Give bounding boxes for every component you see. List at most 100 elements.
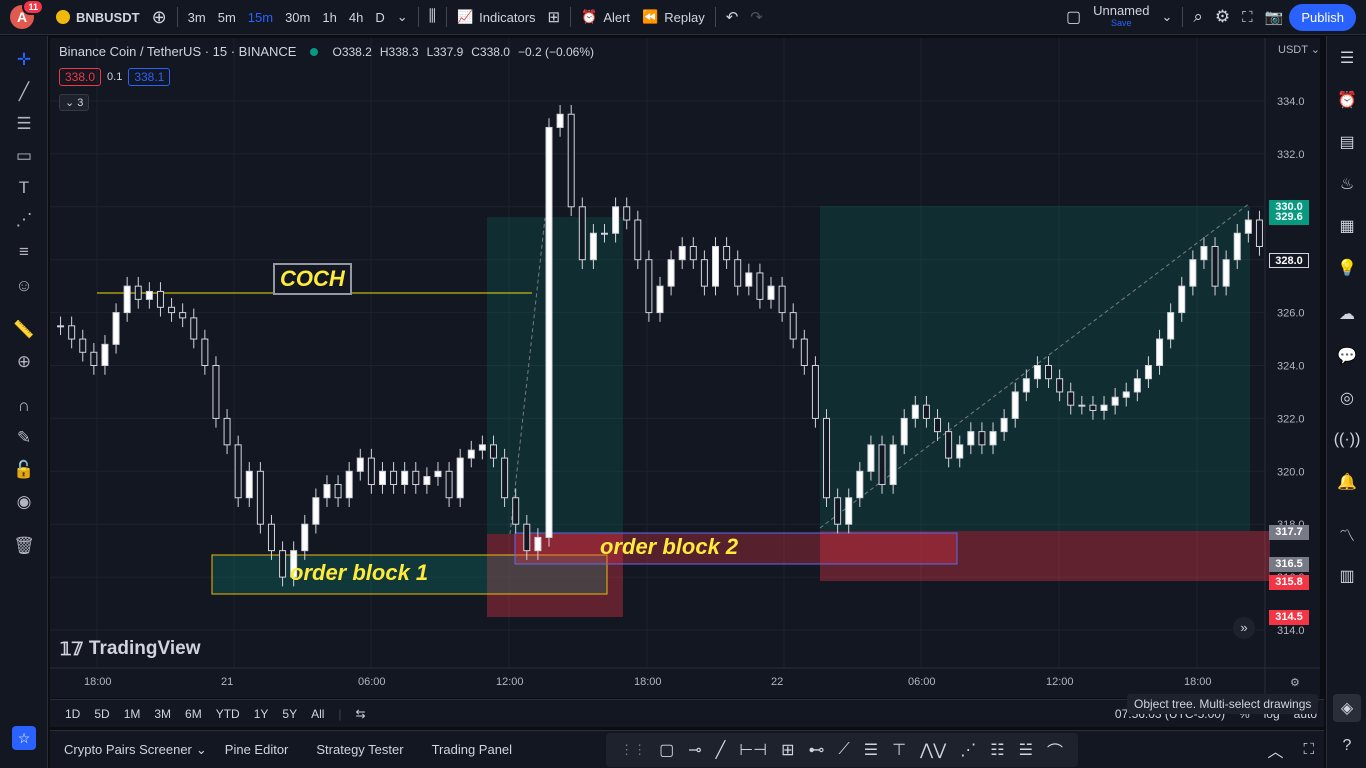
range-ytd[interactable]: YTD xyxy=(215,706,240,721)
undo-icon[interactable]: ↶ xyxy=(725,9,739,26)
tab-crypto-pairs-screener[interactable]: Crypto Pairs Screener xyxy=(64,742,192,757)
favorites-star-icon[interactable]: ☆ xyxy=(12,726,36,750)
fullscreen-icon[interactable]: ⛶ xyxy=(1242,8,1253,26)
range-3m[interactable]: 3M xyxy=(154,706,172,721)
brush-icon[interactable]: ⌒ xyxy=(1046,743,1063,761)
timeframe-4h[interactable]: 4h xyxy=(348,9,364,25)
redo-icon[interactable]: ↷ xyxy=(750,9,763,26)
short-position-icon[interactable]: ☱ xyxy=(1018,741,1033,759)
watchlist-icon[interactable]: ☰ xyxy=(1339,50,1355,67)
chevron-down-icon[interactable]: ⌄ xyxy=(195,741,207,757)
order-block-1-label[interactable]: order block 1 xyxy=(290,560,429,585)
pencil-lock-icon[interactable]: ✎ xyxy=(16,428,32,447)
candles-chart-type-icon[interactable]: ⫼ xyxy=(428,8,436,25)
pattern-icon[interactable]: ⋀⋁ xyxy=(920,741,947,759)
fib-retracement-icon[interactable]: ☰ xyxy=(16,114,32,133)
long-position-icon[interactable]: ☷ xyxy=(990,741,1005,759)
alerts-clock-icon[interactable]: ⏰ xyxy=(1337,92,1357,109)
tab-trading-panel[interactable]: Trading Panel xyxy=(431,742,513,757)
date-range-icon[interactable]: ⊢⊣ xyxy=(739,741,768,759)
alert-button[interactable]: ⏰ Alert xyxy=(581,9,631,25)
ohlc-change: −0.2 (−0.06%) xyxy=(517,44,595,59)
range-1m[interactable]: 1M xyxy=(123,706,141,721)
price-chart[interactable]: 334.0332.0330.0328.0326.0324.0322.0320.0… xyxy=(50,38,1320,698)
timeframe-d[interactable]: D xyxy=(375,9,385,25)
tab-strategy-tester[interactable]: Strategy Tester xyxy=(316,742,404,757)
gear-icon[interactable]: ⚙ xyxy=(1214,7,1231,26)
coch-label[interactable]: COCH xyxy=(273,263,352,295)
trend-line-icon[interactable]: ╱ xyxy=(18,82,30,101)
horizontal-line-icon[interactable]: ⊷ xyxy=(808,741,825,759)
indicators-collapse-button[interactable]: ⌄ 3 xyxy=(59,94,90,111)
timeframe-30m[interactable]: 30m xyxy=(285,9,311,25)
patterns-icon[interactable]: ⋰ xyxy=(15,210,33,229)
search-icon[interactable]: ⌕ xyxy=(1193,7,1203,26)
camera-icon[interactable]: 📷 xyxy=(1264,9,1284,26)
indicators-button[interactable]: 📈 Indicators xyxy=(456,9,536,25)
timeframe-3m[interactable]: 3m xyxy=(187,9,206,25)
emoji-icon[interactable]: ☺ xyxy=(15,276,33,295)
bell-icon[interactable]: 🔔 xyxy=(1337,474,1357,491)
maximize-icon[interactable]: ⛶ xyxy=(1303,741,1314,758)
object-tree-layers-icon[interactable]: ◈ xyxy=(1333,694,1361,722)
replay-button[interactable]: ⏪ Replay xyxy=(642,9,705,25)
forecast-icon[interactable]: ≡ xyxy=(19,242,29,261)
crosshair-icon[interactable]: ✛ xyxy=(16,50,32,69)
range-all[interactable]: All xyxy=(311,706,325,721)
range-5y[interactable]: 5Y xyxy=(282,706,298,721)
range-6m[interactable]: 6M xyxy=(185,706,202,721)
trash-icon[interactable]: 🗑 xyxy=(13,536,35,555)
range-1d[interactable]: 1D xyxy=(65,706,81,721)
help-icon[interactable]: ? xyxy=(1342,737,1352,754)
path-icon[interactable]: ⟋ xyxy=(838,740,850,758)
magnet-icon[interactable]: ∩ xyxy=(17,396,31,415)
layout-square-icon[interactable]: ▢ xyxy=(1065,9,1082,26)
depth-icon[interactable]: ▥ xyxy=(1339,568,1355,585)
chevron-down-icon[interactable]: ⌄ xyxy=(1161,9,1173,24)
scroll-to-realtime-icon[interactable]: » xyxy=(1233,617,1255,639)
rectangle-icon[interactable]: ▭ xyxy=(15,146,33,165)
hotlist-flame-icon[interactable]: ♨ xyxy=(1339,176,1355,193)
fib-icon[interactable]: ☰ xyxy=(863,741,879,759)
text-icon[interactable]: T xyxy=(18,178,30,197)
publish-button[interactable]: Publish xyxy=(1289,3,1356,31)
chart-pane[interactable]: 334.0332.0330.0328.0326.0324.0322.0320.0… xyxy=(50,38,1320,698)
elliott-wave-icon[interactable]: ⋰ xyxy=(960,741,977,759)
timeframe-15m[interactable]: 15m xyxy=(247,9,274,25)
range-1y[interactable]: 1Y xyxy=(253,706,269,721)
zoom-in-icon[interactable]: ⊕ xyxy=(16,352,32,371)
price-range-icon[interactable]: ⊞ xyxy=(781,741,795,759)
chevron-up-icon[interactable]: ︿ xyxy=(1267,743,1284,761)
compare-add-icon[interactable]: ⊕ xyxy=(151,6,167,27)
order-block-2-label[interactable]: order block 2 xyxy=(600,534,739,559)
layout-name-button[interactable]: Unnamed Save xyxy=(1093,3,1150,28)
trend-line-icon[interactable]: ╱ xyxy=(715,741,726,759)
chats-icon[interactable]: 💬 xyxy=(1337,348,1357,365)
goto-date-icon[interactable]: ⇆ xyxy=(355,706,366,721)
lock-icon[interactable]: 🔓 xyxy=(13,460,35,479)
calendar-icon[interactable]: ▦ xyxy=(1339,218,1355,235)
data-window-icon[interactable]: ▤ xyxy=(1339,134,1355,151)
candle-up xyxy=(1222,259,1230,287)
buy-price-button[interactable]: 338.1 xyxy=(128,68,171,86)
templates-grid-icon[interactable]: ⊞ xyxy=(547,9,561,26)
timeframe-5m[interactable]: 5m xyxy=(217,9,236,25)
rectangle-icon[interactable]: ▢ xyxy=(659,741,675,759)
user-avatar[interactable]: A 11 xyxy=(10,0,44,29)
notifications-bulb-icon[interactable]: ◎ xyxy=(1340,390,1354,407)
drag-handle-icon[interactable]: ⋮⋮ xyxy=(620,741,647,757)
broadcast-icon[interactable]: ((·)) xyxy=(1333,431,1361,448)
symbol-search[interactable]: BNBUSDT xyxy=(76,9,140,25)
ruler-icon[interactable]: 📏 xyxy=(13,320,35,339)
trend-chart-icon[interactable]: 〽 xyxy=(1338,528,1355,545)
tab-pine-editor[interactable]: Pine Editor xyxy=(224,742,289,757)
horizontal-ray-icon[interactable]: ⊸ xyxy=(688,741,702,759)
eye-icon[interactable]: ◉ xyxy=(16,492,32,511)
timeframe-1h[interactable]: 1h xyxy=(322,9,337,25)
streams-cloud-icon[interactable]: ☁ xyxy=(1339,306,1355,323)
sell-price-button[interactable]: 338.0 xyxy=(59,68,102,86)
ideas-lightbulb-icon[interactable]: 💡 xyxy=(1337,260,1357,277)
chevron-down-icon[interactable]: ⌄ xyxy=(396,9,408,24)
range-5d[interactable]: 5D xyxy=(94,706,110,721)
fib-time-icon[interactable]: ⊤ xyxy=(892,741,906,759)
